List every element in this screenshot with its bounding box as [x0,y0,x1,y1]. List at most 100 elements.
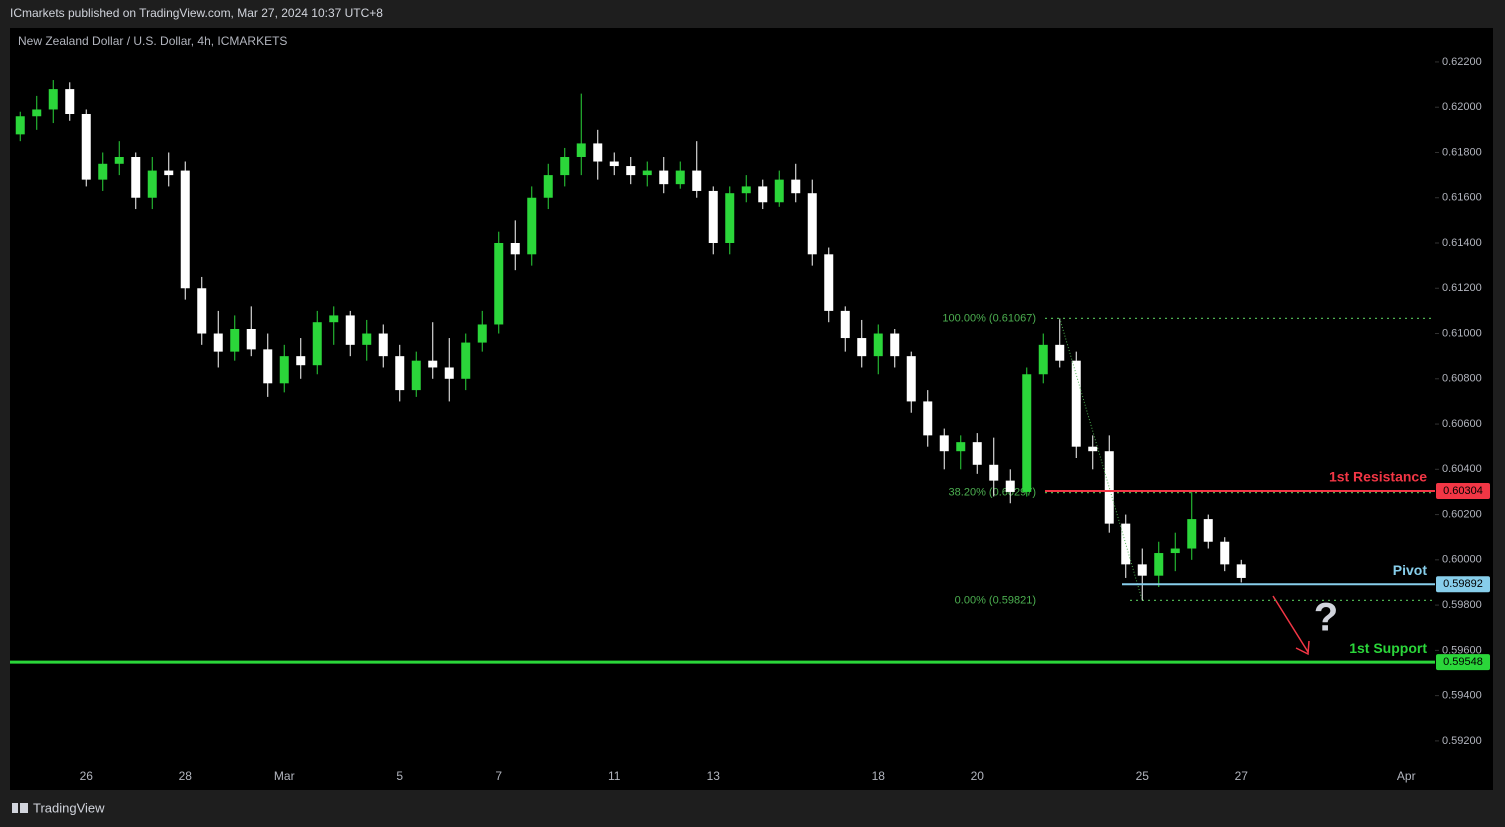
candle-body [329,315,339,323]
price-badge-label: 0.60304 [1443,485,1483,497]
candle-body [543,175,553,198]
fib-trend [1059,318,1143,601]
candle-body [312,322,322,366]
question-mark: ? [1314,596,1338,640]
level-name: 1st Support [1349,640,1427,656]
fib-label: 0.00% (0.59821) [955,594,1036,606]
candle-body [65,89,75,114]
candle-body [230,328,240,352]
y-tick-label: 0.61000 [1442,327,1482,339]
candle-body [1236,564,1246,578]
candle-body [147,170,157,198]
candle-body [824,254,834,311]
fib-label: 100.00% (0.61067) [942,312,1036,324]
candle-body [956,442,966,452]
candle-body [510,242,520,255]
candle-body [98,163,108,180]
x-tick-label: 25 [1136,769,1150,783]
candle-body [708,190,718,243]
candle-body [444,367,454,379]
candle-body [164,170,174,176]
published-note: ICmarkets published on TradingView.com, … [10,6,383,20]
brand-logo [12,803,28,813]
plot-area [10,28,1493,790]
candle-body [791,179,801,194]
y-tick-label: 0.60000 [1442,554,1482,566]
candle-body [48,89,58,110]
candle-body [246,328,256,350]
y-tick-label: 0.62200 [1442,56,1482,68]
candle-body [1104,451,1114,524]
candle-body [197,288,207,334]
candle-body [1121,523,1131,565]
x-tick-label: 27 [1235,769,1249,783]
candle-body [807,193,817,255]
candle-body [1187,519,1197,549]
y-tick-label: 0.59600 [1442,644,1482,656]
candle-body [213,333,223,352]
candle-body [642,170,652,176]
candle-body [774,179,784,203]
x-tick-label: 11 [608,769,621,783]
candle-body [1137,564,1147,576]
candle-body [972,442,982,465]
candle-body [378,333,388,357]
y-tick-label: 0.60600 [1442,418,1482,430]
candle-body [411,360,421,391]
candle-body [939,435,949,452]
candle-body [675,170,685,185]
candle-body [857,338,867,357]
candle-body [180,170,190,289]
price-badge [1436,576,1490,593]
candle-body [1071,360,1081,447]
candle-body [362,333,372,345]
candle-body [873,333,883,357]
candle-body [15,116,25,135]
x-tick-label: 13 [707,769,721,783]
candle-body [131,156,141,198]
x-tick-label: 20 [971,769,985,783]
candle-body [692,170,702,191]
level-name: Pivot [1393,562,1428,578]
candle-body [1154,553,1164,576]
candle-body [1055,344,1065,361]
x-tick-label: 18 [872,769,886,783]
candle-body [527,197,537,255]
y-tick-label: 0.60200 [1442,508,1482,520]
candle-body [263,349,273,384]
candle-body [576,143,586,157]
candle-body [609,161,619,167]
candle-body [906,356,916,402]
candle-body [494,242,504,325]
y-tick-label: 0.60400 [1442,463,1482,475]
x-tick-label: 5 [396,769,403,783]
level-name: 1st Resistance [1329,469,1427,485]
brand: TradingView [33,800,105,815]
price-badge-label: 0.59548 [1443,656,1483,668]
candle-body [923,401,933,436]
candle-body [395,356,405,391]
candle-body [989,464,999,481]
x-tick-label: Mar [274,769,295,783]
candle-body [1170,548,1180,554]
candle-body [477,324,487,343]
chart-title: New Zealand Dollar / U.S. Dollar, 4h, IC… [18,34,287,48]
y-tick-label: 0.59400 [1442,690,1482,702]
candle-body [345,315,355,345]
y-tick-label: 0.62000 [1442,101,1482,113]
candle-body [1005,480,1015,492]
candle-body [890,333,900,357]
y-tick-label: 0.61200 [1442,282,1482,294]
candle-body [1022,374,1032,492]
candle-body [725,193,735,243]
y-tick-label: 0.61600 [1442,192,1482,204]
candle-body [461,342,471,379]
y-tick-label: 0.61800 [1442,146,1482,158]
candle-body [1220,541,1230,565]
candle-body [296,356,306,366]
candle-body [741,186,751,194]
candle-body [1203,519,1213,542]
candle-body [279,356,289,384]
